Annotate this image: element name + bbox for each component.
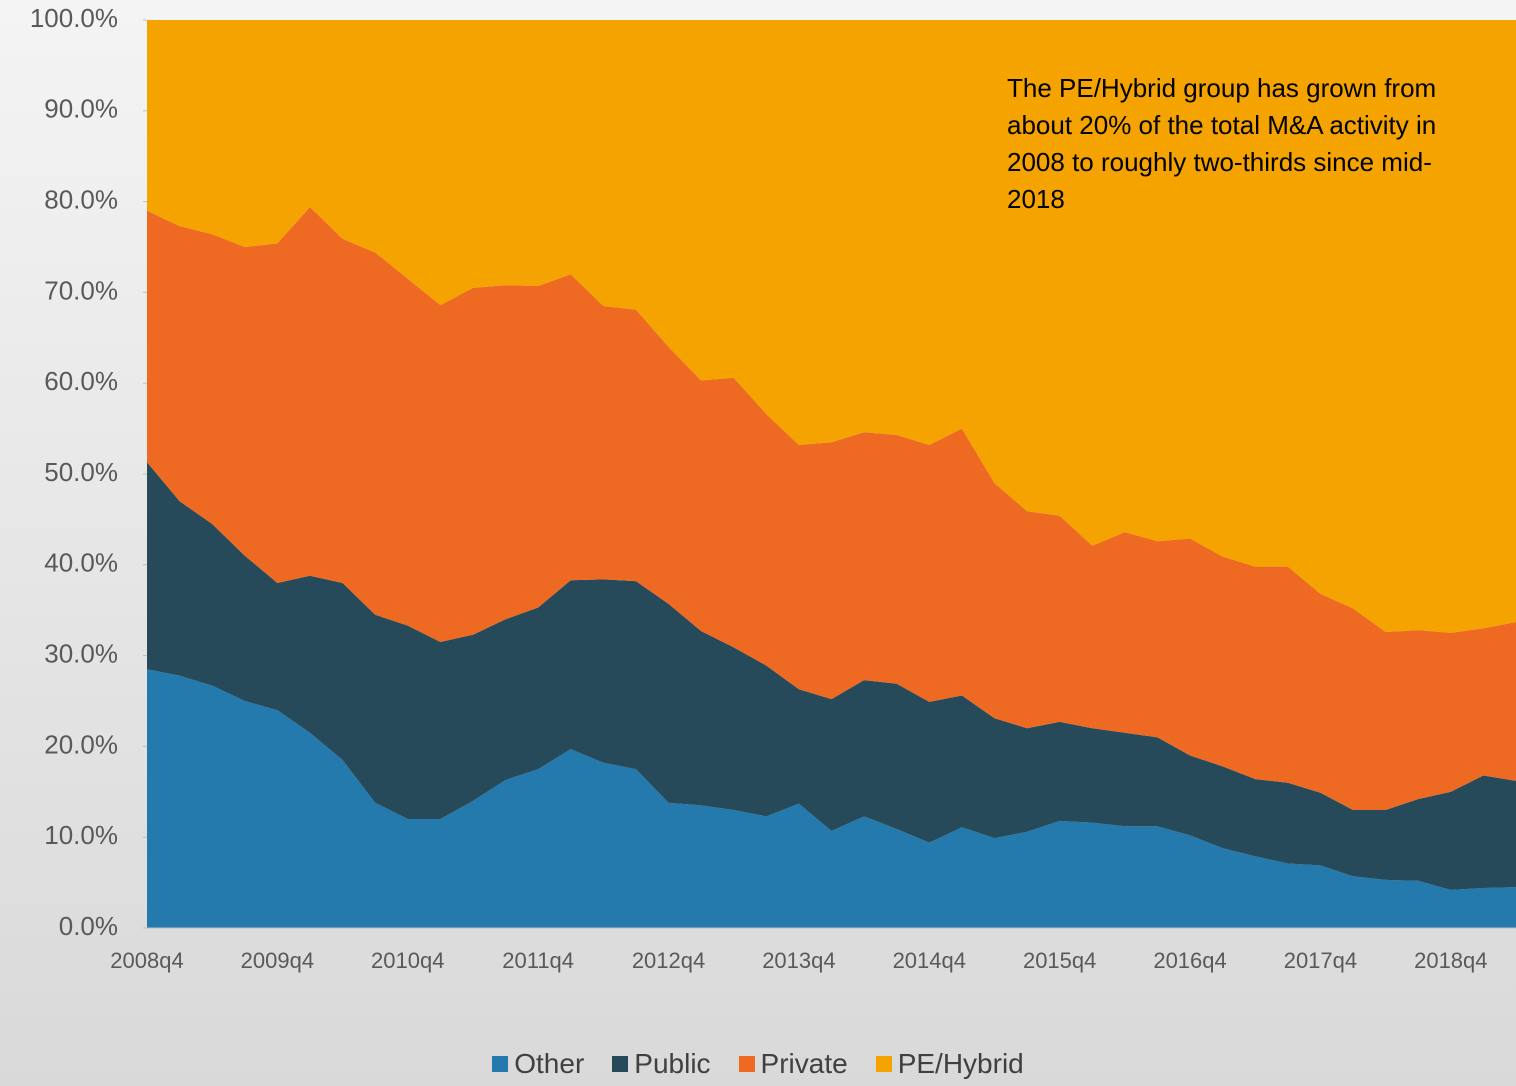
annotation: The PE/Hybrid group has grown from about… (1007, 73, 1437, 214)
x-tick-label: 2017q4 (1284, 948, 1357, 973)
legend-item: PE/Hybrid (875, 1048, 1024, 1080)
legend-swatch (492, 1056, 509, 1072)
y-tick-label: 20.0% (44, 729, 118, 759)
legend-label: Other (514, 1048, 585, 1079)
legend-swatch (875, 1056, 892, 1072)
legend-label: PE/Hybrid (897, 1048, 1024, 1079)
y-tick-label: 80.0% (44, 184, 118, 214)
x-tick-label: 2009q4 (241, 948, 314, 973)
x-tick-label: 2011q4 (502, 948, 574, 973)
y-tick-label: 30.0% (44, 638, 118, 668)
x-tick-label: 2014q4 (893, 948, 966, 973)
x-tick-label: 2008q4 (110, 948, 183, 973)
legend-item: Other (492, 1048, 584, 1080)
area (147, 20, 1516, 633)
legend-label: Public (634, 1048, 711, 1079)
legend-item: Private (738, 1048, 848, 1080)
x-tick-label: 2013q4 (762, 948, 835, 973)
legend: Other Public Private PE/Hybrid (0, 1048, 1516, 1080)
x-tick-label: 2010q4 (371, 948, 444, 973)
y-tick-label: 70.0% (44, 275, 118, 305)
y-tick-label: 10.0% (44, 820, 118, 850)
area (147, 462, 1516, 890)
x-tick-label: 2016q4 (1153, 948, 1226, 973)
y-tick-label: 50.0% (44, 457, 118, 487)
x-tick-label: 2018q4 (1414, 948, 1487, 973)
x-tick-label: 2015q4 (1023, 948, 1096, 973)
y-tick-label: 60.0% (44, 366, 118, 396)
legend-item: Public (612, 1048, 711, 1080)
y-tick-label: 0.0% (59, 911, 118, 941)
x-tick-label: 2012q4 (632, 948, 705, 973)
area (147, 669, 1516, 928)
area (147, 207, 1516, 810)
legend-swatch (738, 1056, 755, 1072)
legend-label: Private (760, 1048, 848, 1079)
legend-swatch (612, 1056, 629, 1072)
y-tick-label: 40.0% (44, 548, 118, 578)
y-tick-label: 100.0% (30, 3, 118, 33)
y-tick-label: 90.0% (44, 94, 118, 124)
